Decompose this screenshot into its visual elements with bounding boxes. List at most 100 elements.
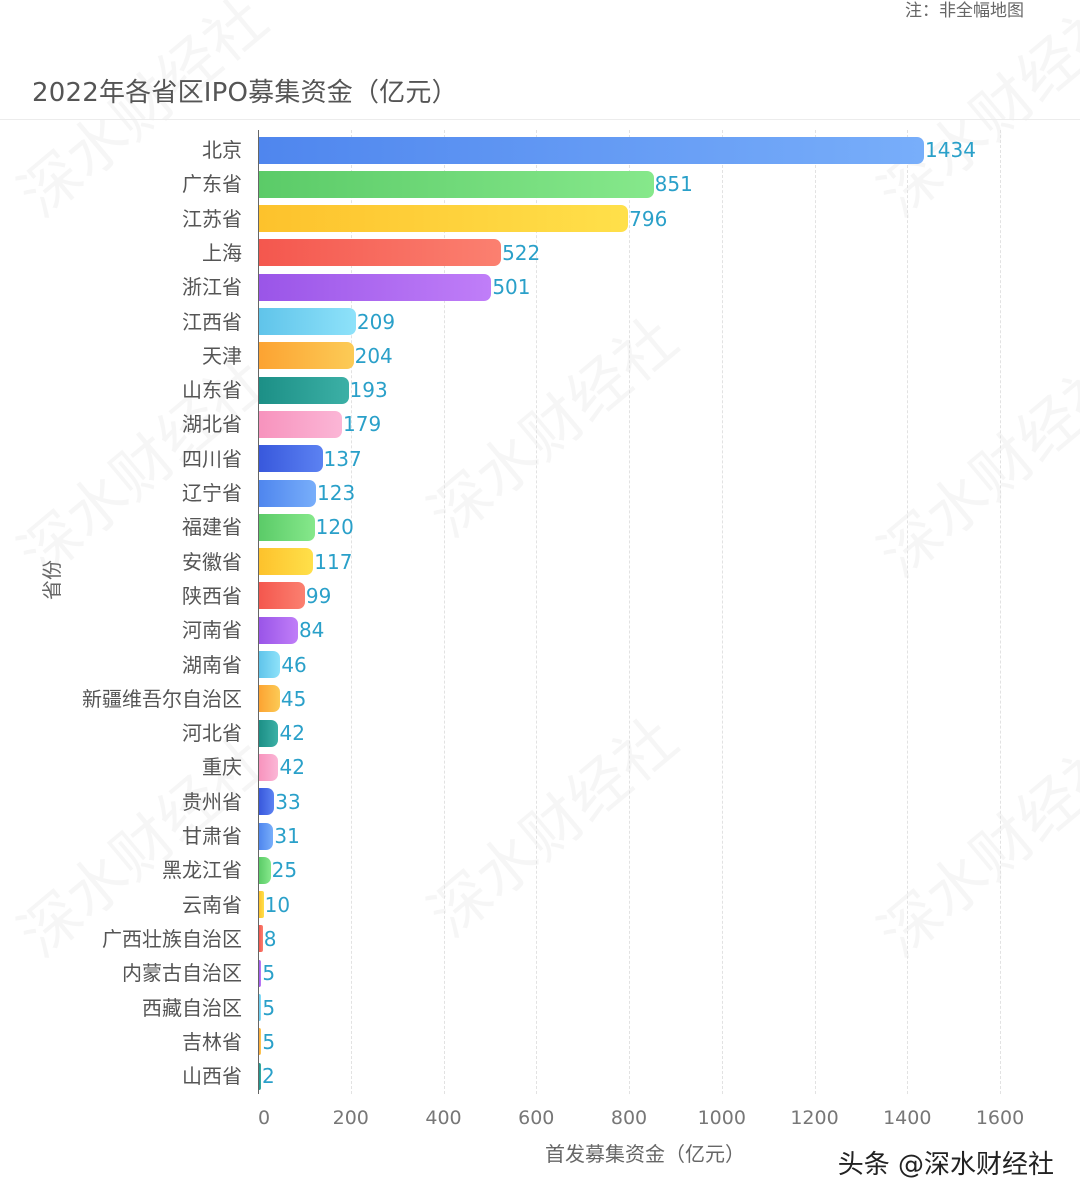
- category-label: 黑龙江省: [162, 858, 242, 883]
- title-divider: [0, 119, 1080, 120]
- x-axis-label: 首发募集资金（亿元）: [545, 1142, 745, 1166]
- bar[interactable]: [259, 513, 315, 541]
- category-label: 甘肃省: [182, 824, 242, 848]
- gridline: [907, 130, 909, 1094]
- bar[interactable]: [259, 308, 356, 335]
- value-label: 5: [262, 995, 276, 1020]
- category-label: 北京: [202, 138, 242, 162]
- bar[interactable]: [259, 856, 271, 884]
- bar[interactable]: [259, 616, 298, 644]
- bar[interactable]: [259, 719, 279, 747]
- x-tick-label: 1400: [883, 1107, 932, 1129]
- bar[interactable]: [259, 273, 492, 301]
- category-label: 四川省: [182, 446, 242, 471]
- bar[interactable]: [259, 822, 274, 850]
- category-label: 云南省: [182, 892, 242, 917]
- category-label: 陕西省: [182, 583, 242, 608]
- bar[interactable]: [259, 376, 349, 404]
- category-label: 江苏省: [182, 206, 242, 231]
- plot-area: [258, 130, 1001, 1094]
- value-label: 42: [279, 721, 305, 746]
- chart-title: 2022年各省区IPO募集资金（亿元）: [32, 78, 458, 108]
- value-label: 46: [281, 652, 307, 677]
- category-label: 西藏自治区: [142, 995, 242, 1020]
- x-tick-label: 400: [425, 1107, 462, 1129]
- bar[interactable]: [259, 205, 629, 233]
- category-label: 江西省: [182, 309, 242, 334]
- watermark: 深水财经社: [0, 0, 283, 233]
- value-label: 31: [274, 824, 300, 848]
- x-tick-label: 1200: [790, 1107, 839, 1129]
- bar[interactable]: [259, 548, 314, 576]
- bar[interactable]: [259, 685, 280, 713]
- bar[interactable]: [259, 925, 263, 953]
- value-label: 123: [317, 481, 356, 505]
- y-axis-line: [258, 130, 259, 1094]
- x-tick-label: 1000: [697, 1107, 746, 1129]
- x-tick-label: 0: [257, 1107, 271, 1129]
- category-label: 湖北省: [182, 412, 242, 437]
- bar[interactable]: [259, 582, 305, 610]
- bar[interactable]: [259, 959, 262, 987]
- gridline: [350, 130, 352, 1094]
- category-label: 河南省: [182, 618, 242, 643]
- category-label: 内蒙古自治区: [122, 961, 242, 986]
- value-label: 2: [262, 1064, 275, 1089]
- bar[interactable]: [259, 136, 925, 164]
- value-label: 522: [502, 240, 541, 265]
- x-tick-label: 1600: [975, 1107, 1025, 1129]
- value-label: 796: [629, 206, 668, 231]
- bar[interactable]: [259, 342, 354, 370]
- category-label: 辽宁省: [182, 481, 242, 505]
- value-label: 5: [262, 1029, 276, 1054]
- value-label: 10: [264, 892, 291, 917]
- value-label: 42: [279, 755, 305, 780]
- value-label: 84: [298, 618, 325, 643]
- y-axis-label: 省份: [40, 560, 64, 600]
- value-label: 5: [262, 961, 276, 986]
- value-label: 117: [314, 549, 353, 574]
- value-label: 99: [305, 583, 332, 608]
- bar[interactable]: [259, 445, 323, 473]
- bar[interactable]: [259, 410, 342, 438]
- x-tick-label: 600: [518, 1107, 555, 1129]
- category-label: 广西壮族自治区: [102, 926, 242, 951]
- value-label: 179: [343, 412, 382, 437]
- bar[interactable]: [259, 239, 502, 267]
- value-label: 137: [323, 446, 362, 471]
- gridline: [536, 130, 538, 1094]
- category-label: 天津: [202, 343, 242, 368]
- gridline: [629, 130, 630, 1094]
- category-label: 广东省: [182, 172, 242, 197]
- bar[interactable]: [259, 891, 264, 919]
- category-label: 湖南省: [182, 652, 242, 677]
- category-label: 河北省: [182, 721, 242, 746]
- category-label: 山东省: [182, 378, 242, 403]
- x-tick-label: 800: [610, 1107, 648, 1129]
- value-label: 33: [275, 789, 301, 814]
- value-label: 8: [263, 926, 277, 951]
- category-label: 山西省: [182, 1064, 242, 1089]
- value-label: 193: [349, 378, 388, 403]
- category-label: 上海: [202, 240, 242, 265]
- bar[interactable]: [259, 994, 262, 1021]
- bar[interactable]: [259, 753, 279, 781]
- value-label: 1434: [925, 138, 976, 162]
- bar[interactable]: [259, 788, 275, 816]
- bar[interactable]: [259, 1028, 262, 1056]
- bar[interactable]: [259, 1062, 261, 1090]
- x-tick-label: 200: [332, 1107, 369, 1129]
- value-label: 209: [356, 309, 396, 334]
- bar[interactable]: [259, 479, 317, 507]
- source-credit: 头条 @深水财经社: [837, 1150, 1054, 1180]
- category-label: 福建省: [182, 515, 242, 540]
- category-label: 吉林省: [182, 1029, 242, 1054]
- map-note: 注：非全幅地图: [905, 1, 1024, 21]
- gridline: [814, 130, 816, 1094]
- gridline: [1000, 130, 1001, 1094]
- value-label: 204: [354, 343, 393, 368]
- gridline: [443, 130, 445, 1094]
- bar[interactable]: [259, 170, 654, 198]
- bar[interactable]: [259, 651, 281, 678]
- value-label: 45: [280, 686, 307, 711]
